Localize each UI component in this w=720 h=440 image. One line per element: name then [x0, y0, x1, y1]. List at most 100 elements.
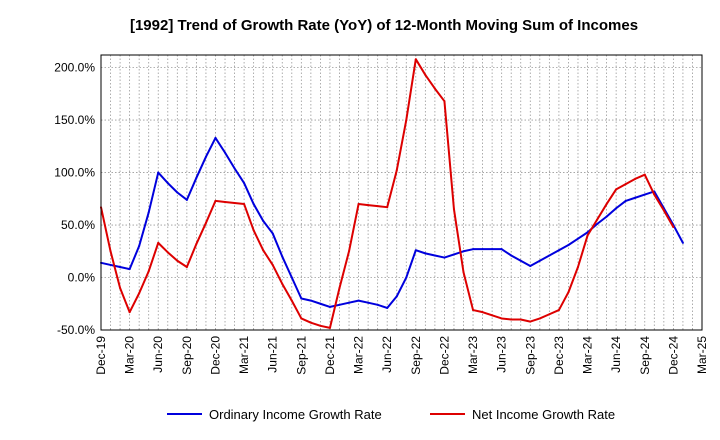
legend-label-1: Ordinary Income Growth Rate: [209, 407, 382, 422]
x-tick-label: Dec-19: [94, 336, 108, 375]
data-point-1: [624, 199, 627, 202]
data-point-2: [262, 249, 265, 252]
x-tick-label: Dec-20: [208, 336, 222, 375]
data-point-1: [262, 219, 265, 222]
data-point-2: [233, 201, 236, 204]
data-point-2: [309, 321, 312, 324]
data-point-1: [529, 264, 532, 267]
data-point-1: [309, 299, 312, 302]
data-point-1: [443, 256, 446, 259]
y-tick-label: 150.0%: [54, 113, 95, 127]
data-point-2: [300, 317, 303, 320]
y-tick-label: 50.0%: [61, 218, 95, 232]
series-line-1: [100, 136, 684, 309]
data-point-2: [157, 241, 160, 244]
data-point-1: [519, 259, 522, 262]
data-point-2: [433, 87, 436, 90]
data-point-1: [538, 259, 541, 262]
data-point-2: [472, 309, 475, 312]
x-tick-label: Sep-22: [409, 336, 423, 375]
data-point-2: [214, 199, 217, 202]
data-point-1: [605, 215, 608, 218]
data-point-1: [357, 299, 360, 302]
x-tick-label: Sep-24: [638, 336, 652, 375]
data-point-2: [672, 226, 675, 229]
x-tick-label: Sep-23: [523, 336, 537, 375]
data-point-2: [252, 229, 255, 232]
data-point-2: [443, 100, 446, 103]
y-tick-label: 0.0%: [68, 271, 96, 285]
x-tick-label: Mar-20: [123, 336, 137, 374]
data-point-2: [538, 317, 541, 320]
data-point-2: [576, 266, 579, 269]
data-point-2: [586, 234, 589, 237]
x-tick-label: Mar-23: [466, 336, 480, 374]
data-point-2: [605, 203, 608, 206]
x-tick-label: Mar-25: [695, 336, 709, 374]
data-point-2: [395, 169, 398, 172]
data-point-1: [128, 268, 131, 271]
data-point-1: [281, 255, 284, 258]
data-point-1: [109, 263, 112, 266]
data-point-2: [138, 292, 141, 295]
data-point-1: [386, 306, 389, 309]
data-point-2: [348, 250, 351, 253]
x-tick-label: Dec-23: [552, 336, 566, 375]
data-point-1: [643, 193, 646, 196]
data-point-2: [195, 242, 198, 245]
data-point-1: [367, 301, 370, 304]
data-point-1: [147, 211, 150, 214]
data-point-2: [338, 287, 341, 290]
data-point-2: [147, 270, 150, 273]
data-point-1: [195, 176, 198, 179]
series-layer: [100, 58, 684, 329]
x-tick-label: Jun-20: [151, 336, 165, 373]
y-tick-label: -50.0%: [57, 323, 95, 337]
data-point-2: [128, 311, 131, 314]
data-point-2: [109, 250, 112, 253]
data-point-2: [643, 173, 646, 176]
data-point-1: [252, 203, 255, 206]
data-point-1: [472, 248, 475, 251]
x-tick-label: Mar-24: [581, 336, 595, 374]
data-point-1: [348, 301, 351, 304]
x-tick-label: Sep-20: [180, 336, 194, 375]
x-tick-label: Jun-23: [495, 336, 509, 373]
data-point-2: [510, 318, 513, 321]
data-point-2: [481, 311, 484, 314]
data-point-2: [376, 205, 379, 208]
data-point-2: [119, 287, 122, 290]
data-point-1: [596, 222, 599, 225]
x-tick-label: Dec-24: [666, 336, 680, 375]
data-point-1: [510, 254, 513, 257]
data-point-2: [185, 266, 188, 269]
data-point-1: [452, 253, 455, 256]
data-point-2: [500, 317, 503, 320]
data-point-1: [395, 295, 398, 298]
data-point-2: [224, 200, 227, 203]
x-tick-label: Mar-22: [352, 336, 366, 374]
data-point-2: [662, 209, 665, 212]
data-point-2: [634, 177, 637, 180]
data-point-2: [357, 203, 360, 206]
data-point-1: [376, 303, 379, 306]
data-point-1: [328, 305, 331, 308]
data-point-2: [405, 119, 408, 122]
data-point-1: [414, 249, 417, 252]
data-point-1: [481, 248, 484, 251]
y-tick-label: 200.0%: [54, 61, 95, 75]
data-point-1: [615, 207, 618, 210]
x-tick-label: Jun-24: [609, 336, 623, 373]
data-point-1: [233, 167, 236, 170]
data-point-2: [290, 299, 293, 302]
x-tick-label: Dec-22: [437, 336, 451, 375]
data-point-1: [185, 198, 188, 201]
data-point-2: [624, 183, 627, 186]
grid: [100, 55, 703, 331]
data-point-2: [271, 263, 274, 266]
legend-label-2: Net Income Growth Rate: [472, 407, 615, 422]
data-point-1: [576, 237, 579, 240]
data-point-2: [519, 318, 522, 321]
data-point-1: [157, 171, 160, 174]
data-point-2: [462, 271, 465, 274]
